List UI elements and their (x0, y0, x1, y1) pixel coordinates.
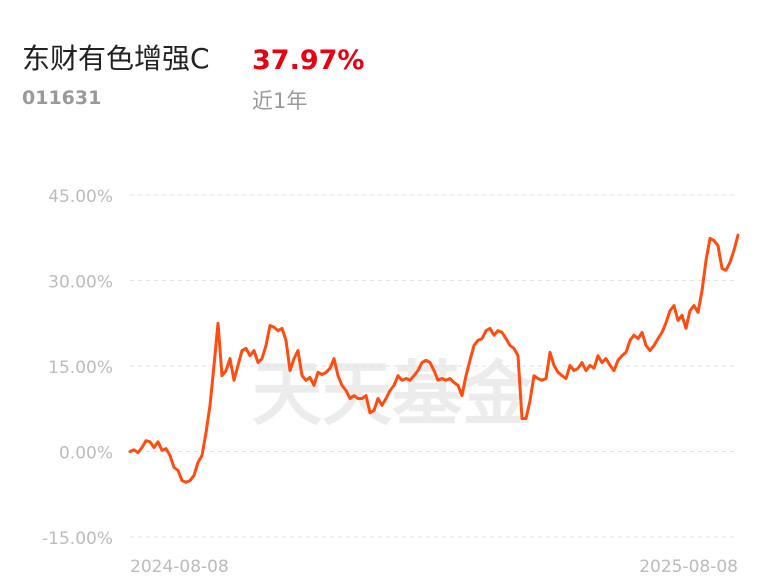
y-tick-label: 30.00% (48, 273, 113, 293)
watermark: 天天基金 (252, 353, 533, 435)
y-tick-label: 0.00% (59, 444, 113, 464)
fund-name: 东财有色增强C (22, 42, 210, 75)
period: 近1年 (252, 89, 307, 113)
fund-code: 011631 (22, 87, 101, 109)
y-tick-label: -15.00% (42, 529, 113, 549)
x-tick-label: 2024-08-08 (130, 557, 229, 577)
x-tick-label: 2025-08-08 (639, 557, 738, 577)
return-value: 37.97% (252, 45, 364, 76)
line-series (128, 233, 740, 484)
y-tick-label: 15.00% (48, 358, 113, 378)
y-tick-label: 45.00% (48, 187, 113, 207)
